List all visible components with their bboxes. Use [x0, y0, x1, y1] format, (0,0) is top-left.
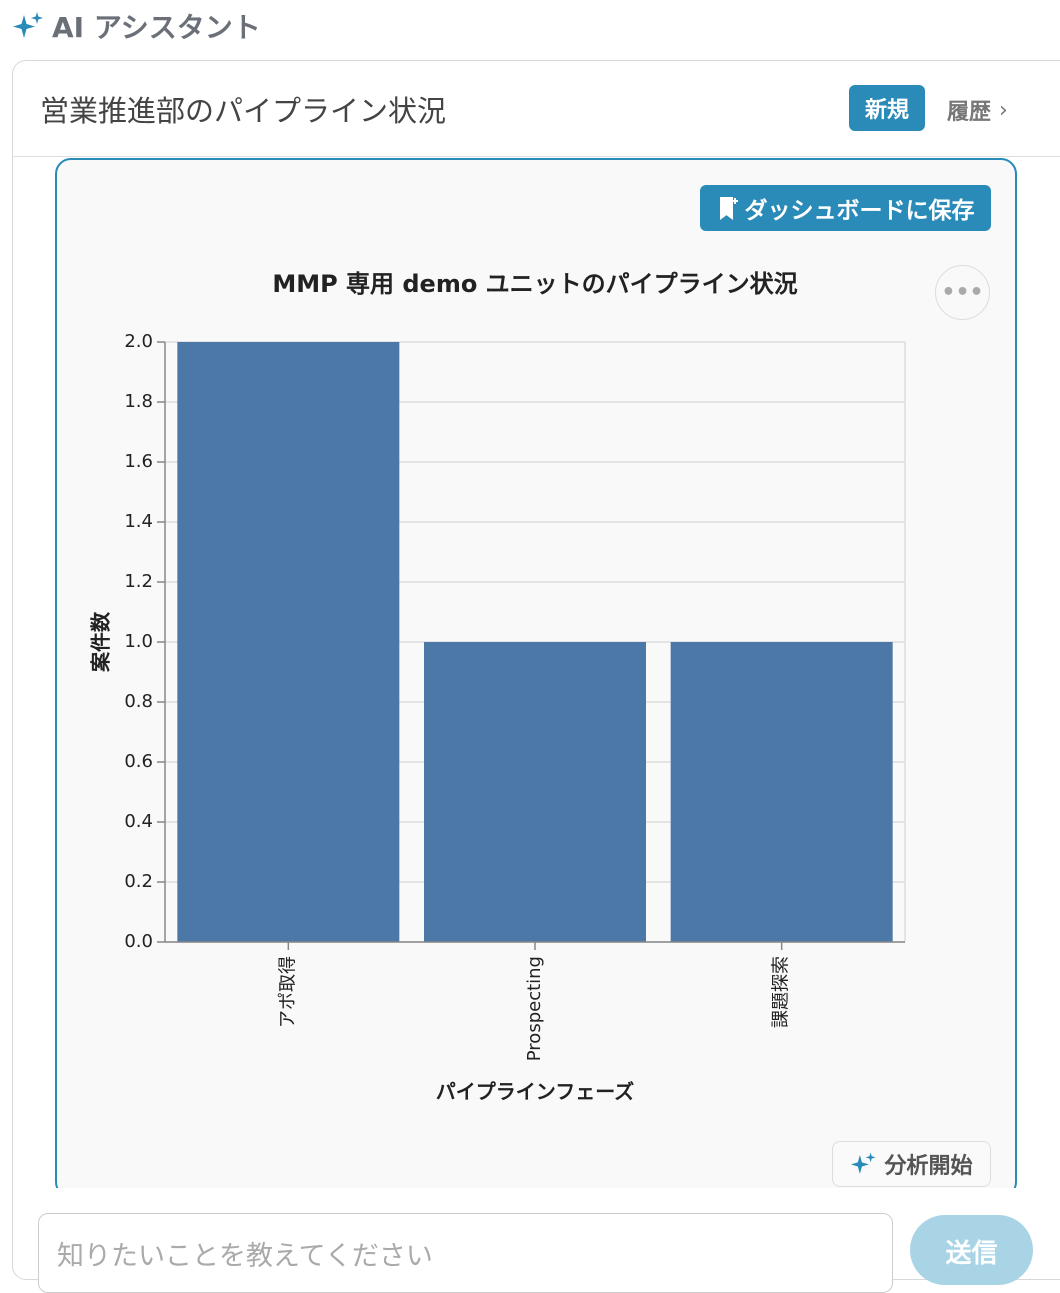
chevron-icon: ›	[999, 97, 1008, 123]
new-button[interactable]: 新規	[849, 85, 925, 131]
y-tick-label: 0.2	[124, 871, 153, 892]
save-button[interactable]: ダッシュボードに保存	[700, 185, 991, 231]
app-title: AI アシスタント	[52, 11, 261, 44]
app-header: AI アシスタント	[12, 6, 261, 46]
bar	[424, 642, 646, 942]
y-tick-label: 1.8	[124, 391, 153, 412]
save-label: ダッシュボードに保存	[744, 198, 975, 224]
y-tick-label: 1.4	[124, 511, 153, 532]
x-axis-label: パイプラインフェーズ	[436, 1080, 634, 1104]
y-tick-label: 1.0	[124, 631, 153, 652]
chart-title: MMP 専用 demo ユニットのパイプライン状況	[272, 270, 797, 298]
divider	[13, 156, 1060, 157]
chart: MMP 専用 demo ユニットのパイプライン状況 パイプラインフェーズ 案件数…	[89, 270, 906, 1104]
y-tick-label: 0.6	[124, 751, 153, 772]
analyze-label: 分析開始	[884, 1154, 973, 1179]
y-tick-label: 2.0	[124, 331, 153, 352]
bookmark-icon	[719, 197, 738, 220]
analyze-button[interactable]: 分析開始	[832, 1141, 991, 1187]
history-link[interactable]: 履歴 ›	[947, 94, 1008, 126]
sparkle-icon	[13, 12, 43, 38]
x-tick-label: 課題探索	[771, 956, 792, 1028]
bar	[177, 342, 400, 942]
x-tick-label: アポ取得	[277, 956, 298, 1028]
y-tick-label: 0.4	[124, 811, 153, 832]
x-tick-label: Prospecting	[524, 956, 545, 1061]
history-label: 履歴	[947, 100, 992, 125]
message-input[interactable]: 知りたいことを教えてください	[38, 1213, 893, 1293]
y-tick-label: 0.8	[124, 691, 153, 712]
y-tick-label: 1.2	[124, 571, 153, 592]
y-tick-label: 0.0	[124, 931, 153, 952]
more-menu[interactable]: •••	[935, 265, 990, 320]
y-axis-label: 案件数	[89, 611, 113, 673]
input-placeholder: 知りたいことを教えてください	[57, 1241, 433, 1272]
conversation-title: 営業推進部のパイプライン状況	[40, 94, 447, 128]
bar	[670, 642, 893, 942]
send-button[interactable]: 送信	[910, 1215, 1033, 1285]
sparkle-icon	[851, 1152, 877, 1174]
page: AI アシスタント 営業推進部のパイプライン状況 新規 履歴 › ダッシュボードに…	[12, 6, 1060, 1293]
y-tick-label: 1.6	[124, 451, 153, 472]
